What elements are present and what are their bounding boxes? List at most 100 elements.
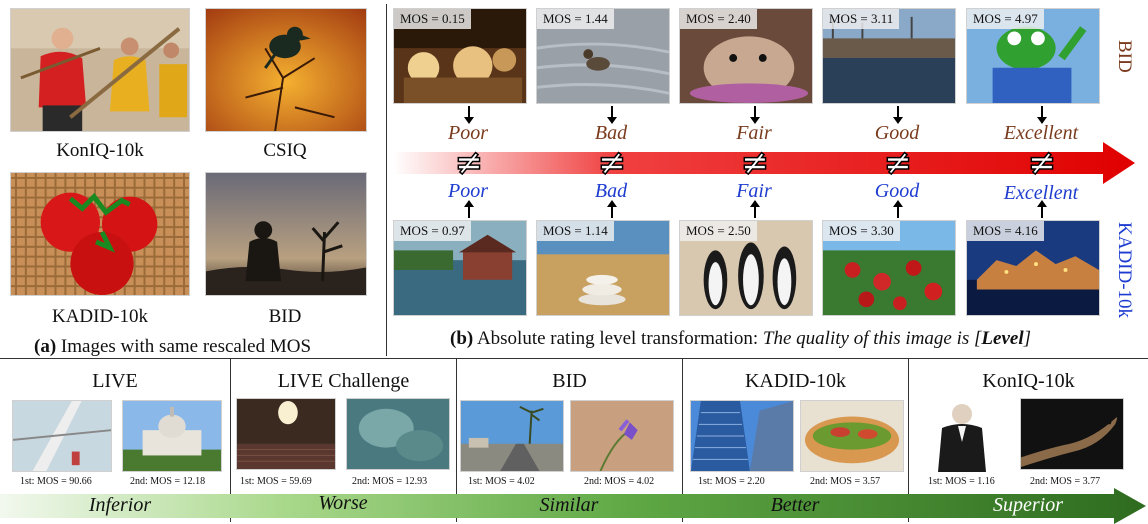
kadid-photo-good: MOS = 3.30 [822,220,956,316]
arrow-up-icon [607,200,617,218]
arrow-up-icon [750,200,760,218]
bottom-level-label: Fair [736,180,772,202]
kadid-mos-label-3: MOS = 2.50 [680,221,757,241]
kadid-compare-photo-2 [800,400,904,472]
arrow-down-icon [1037,106,1047,124]
arrow-down-icon [464,106,474,124]
bid-compare-mos-first: 1st: MOS = 4.02 [468,476,535,487]
top-level-label: Fair [736,122,772,144]
panel-b-caption-end: ] [1023,328,1032,349]
group-title-koniq: KonIQ-10k [982,370,1075,392]
comparison-label: Worse [318,492,368,514]
kadid-compare-mos-first: 1st: MOS = 2.20 [698,476,765,487]
live-mos-first: 1st: MOS = 90.66 [20,476,92,487]
dataset-label-koniq: KonIQ-10k [56,140,144,161]
group-title-bid: BID [552,370,587,392]
top-level-label: Poor [448,122,488,144]
divider-vertical-main [386,4,387,356]
not-equal-icon: ≠ [1027,143,1057,183]
koniq-sample-photo [10,8,190,132]
bottom-dataset-label: KADID-10k [1114,222,1135,319]
live-challenge-mos-first: 1st: MOS = 59.69 [240,476,312,487]
live-photo-2 [122,400,222,472]
arrow-up-icon [1037,200,1047,218]
bid-compare-photo-2 [570,400,674,472]
kadid-mos-label-2: MOS = 1.14 [537,221,614,241]
kadid-mos-label-1: MOS = 0.97 [394,221,471,241]
bid-sample-photo [205,172,367,296]
panel-b-caption: (b) Absolute rating level transformation… [450,328,1031,350]
live-challenge-photo-2 [346,398,450,470]
group-divider [682,358,683,522]
top-level-label: Excellent [1003,122,1079,144]
bottom-level-label: Poor [448,180,488,202]
arrow-down-icon [893,106,903,124]
arrow-down-icon [607,106,617,124]
dataset-label-csiq: CSIQ [263,140,307,161]
kadid-photo-bad: MOS = 1.14 [536,220,670,316]
panel-b-caption-prompt: The quality of this image is [ [762,328,982,349]
arrow-up-icon [464,200,474,218]
csiq-sample-photo [205,8,367,132]
group-title-kadid: KADID-10k [744,370,847,392]
kadid-photo-poor: MOS = 0.97 [393,220,527,316]
kadid-mos-label-4: MOS = 3.30 [823,221,900,241]
bid-photo-good: MOS = 3.11 [822,8,956,104]
panel-a-caption-text: Images with same rescaled MOS [60,336,312,357]
live-challenge-photo-1 [236,398,336,470]
kadid-photo-excellent: MOS = 4.16 [966,220,1100,316]
bid-photo-excellent: MOS = 4.97 [966,8,1100,104]
not-equal-icon: ≠ [597,143,627,183]
panel-a-caption: (a) Images with same rescaled MOS [34,336,311,358]
bid-photo-fair: MOS = 2.40 [679,8,813,104]
bid-mos-label-3: MOS = 2.40 [680,9,757,29]
not-equal-icon: ≠ [740,143,770,183]
kadid-photo-fair: MOS = 2.50 [679,220,813,316]
comparison-label: Superior [993,494,1063,516]
group-divider [908,358,909,522]
dataset-label-bid: BID [268,306,302,327]
bid-mos-label-2: MOS = 1.44 [537,9,614,29]
not-equal-icon: ≠ [454,143,484,183]
comparison-label: Similar [539,494,599,516]
panel-a-caption-label: (a) [34,336,57,357]
koniq-compare-mos-first: 1st: MOS = 1.16 [928,476,995,487]
group-title-live-challenge: LIVE Challenge [277,370,410,392]
comparison-scale-arrow [0,488,1146,524]
comparison-label: Better [770,494,820,516]
divider-horizontal [0,358,1148,359]
koniq-compare-photo-1 [920,398,1004,472]
bid-compare-mos-second: 2nd: MOS = 4.02 [584,476,655,487]
bid-mos-label-5: MOS = 4.97 [967,9,1044,29]
top-level-label: Bad [594,122,628,144]
panel-b-caption-text: Absolute rating level transformation: [476,328,759,349]
kadid-mos-label-5: MOS = 4.16 [967,221,1044,241]
bid-compare-photo-1 [460,400,564,472]
kadid-compare-mos-second: 2nd: MOS = 3.57 [810,476,881,487]
koniq-compare-mos-second: 2nd: MOS = 3.77 [1030,476,1101,487]
bottom-level-label: Excellent [1003,182,1079,204]
bid-mos-label-4: MOS = 3.11 [823,9,900,29]
dataset-label-kadid: KADID-10k [51,306,149,327]
arrow-down-icon [750,106,760,124]
group-divider [230,358,231,522]
kadid-sample-photo [10,172,190,296]
live-mos-second: 2nd: MOS = 12.18 [130,476,206,487]
live-photo-1 [12,400,112,472]
top-level-label: Good [874,122,920,144]
panel-b-caption-label: (b) [450,328,474,349]
koniq-compare-photo-2 [1020,398,1124,470]
bid-photo-poor: MOS = 0.15 [393,8,527,104]
kadid-compare-photo-1 [690,400,794,472]
group-divider [456,358,457,522]
bid-mos-label-1: MOS = 0.15 [394,9,471,29]
not-equal-icon: ≠ [883,143,913,183]
bottom-level-label: Good [874,180,920,202]
panel-b-caption-level: Level [981,328,1024,349]
live-challenge-mos-second: 2nd: MOS = 12.93 [352,476,428,487]
group-title-live: LIVE [92,370,138,392]
quality-scale-arrow [393,142,1135,184]
comparison-label: Inferior [88,494,152,516]
bid-photo-bad: MOS = 1.44 [536,8,670,104]
bottom-level-label: Bad [594,180,628,202]
